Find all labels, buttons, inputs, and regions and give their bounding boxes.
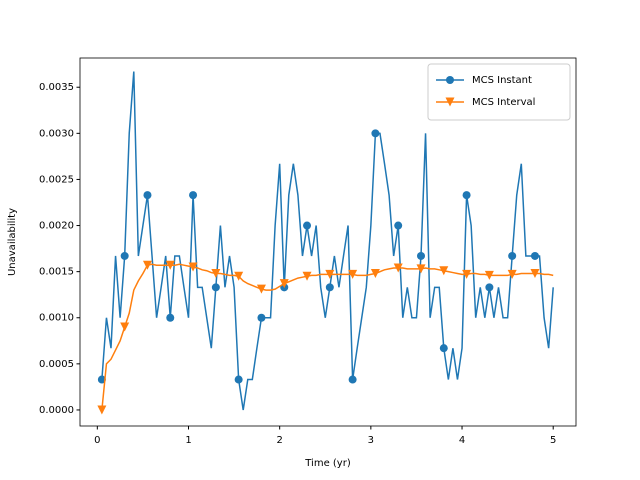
plot-frame bbox=[79, 57, 577, 427]
data-point bbox=[97, 375, 106, 384]
data-point bbox=[234, 375, 243, 384]
data-point bbox=[484, 270, 494, 280]
y-tick-label: 0.0020 bbox=[39, 221, 74, 232]
data-point bbox=[439, 344, 448, 353]
data-point bbox=[393, 263, 403, 273]
data-point bbox=[348, 269, 358, 279]
y-tick-label: 0.0005 bbox=[39, 359, 74, 370]
data-point bbox=[166, 313, 175, 322]
data-point bbox=[508, 251, 517, 260]
y-tick-label: 0.0035 bbox=[39, 82, 74, 93]
data-point bbox=[325, 269, 335, 279]
data-point bbox=[142, 260, 152, 270]
data-point bbox=[348, 375, 357, 384]
y-tick-label: 0.0030 bbox=[39, 128, 74, 139]
legend-label: MCS Interval bbox=[472, 97, 535, 108]
data-point bbox=[120, 322, 130, 332]
data-point bbox=[507, 269, 517, 279]
legend-marker bbox=[446, 76, 454, 84]
data-point bbox=[462, 269, 472, 279]
y-axis-label: Unavailability bbox=[7, 208, 18, 276]
data-point bbox=[371, 129, 380, 138]
legend-label: MCS Instant bbox=[472, 75, 532, 86]
data-point bbox=[417, 251, 425, 260]
data-point bbox=[302, 271, 312, 281]
x-tick-label: 2 bbox=[276, 435, 282, 446]
x-tick-label: 3 bbox=[368, 435, 374, 446]
data-point bbox=[97, 405, 107, 415]
y-tick-label: 0.0015 bbox=[39, 267, 74, 278]
x-tick-label: 1 bbox=[185, 435, 191, 446]
data-point bbox=[143, 191, 152, 200]
series-line bbox=[101, 71, 554, 411]
data-point bbox=[416, 264, 426, 274]
x-tick-label: 5 bbox=[550, 435, 556, 446]
data-point bbox=[211, 283, 220, 292]
x-tick-label: 4 bbox=[459, 435, 465, 446]
data-point bbox=[530, 268, 540, 278]
data-point bbox=[303, 221, 312, 230]
data-point bbox=[394, 221, 403, 230]
data-point bbox=[211, 268, 221, 278]
data-point bbox=[165, 260, 175, 270]
data-point bbox=[188, 262, 198, 272]
data-point bbox=[439, 266, 449, 276]
data-point bbox=[189, 191, 198, 200]
data-point bbox=[462, 191, 471, 200]
data-point bbox=[370, 268, 380, 278]
data-point bbox=[120, 251, 129, 260]
data-point bbox=[530, 251, 539, 260]
series-line bbox=[101, 263, 554, 411]
x-tick-label: 0 bbox=[94, 435, 100, 446]
data-point bbox=[256, 284, 266, 294]
x-axis-label: Time (yr) bbox=[304, 458, 351, 469]
y-tick-label: 0.0025 bbox=[39, 174, 74, 185]
legend-box bbox=[427, 63, 571, 121]
y-tick-label: 0.0010 bbox=[39, 313, 74, 324]
data-point bbox=[279, 279, 289, 289]
data-point bbox=[234, 271, 244, 281]
data-point bbox=[485, 283, 494, 292]
y-tick-label: 0.0000 bbox=[39, 405, 74, 416]
data-point bbox=[257, 313, 266, 322]
legend-marker bbox=[445, 97, 455, 107]
data-point bbox=[325, 283, 334, 292]
